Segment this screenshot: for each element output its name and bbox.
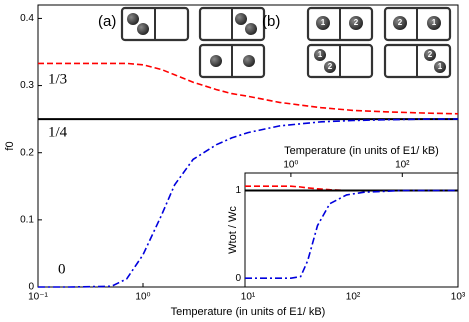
annotation: 1/4 (48, 124, 68, 140)
x-tick-label: 10³ (451, 292, 466, 303)
y-axis-label: f0 (4, 141, 16, 150)
ball-label: 2 (428, 50, 433, 59)
ball-label: 1 (432, 18, 437, 27)
ball-label: 1 (321, 18, 326, 27)
x-tick-label: 10¹ (241, 292, 256, 303)
panel-label: (b) (262, 13, 280, 30)
ball (243, 55, 255, 67)
y-tick-label: 0.1 (20, 214, 34, 225)
ball (210, 55, 222, 67)
ball-label: 1 (318, 50, 323, 59)
ball-label: 2 (398, 18, 403, 27)
series-line (38, 62, 459, 115)
inset-plot: 10⁰ 10² 0 1 Temperature (in units of E1/ kB)… (227, 145, 459, 288)
y-tick-label: 1 (235, 185, 241, 196)
x-tick-label: 10⁰ (283, 160, 298, 171)
ball (235, 13, 247, 25)
ball-label: 2 (354, 18, 359, 27)
y-tick-label: 0.2 (20, 147, 34, 158)
ball (127, 13, 139, 25)
series-line (245, 189, 458, 279)
y-tick-label: 0.3 (20, 80, 34, 91)
x-tick-label: 10² (346, 292, 361, 303)
series-line (38, 118, 458, 288)
x-tick-label: 10² (395, 160, 410, 171)
y-axis-label: Wtot / Wc (227, 206, 239, 254)
annotation: 0 (58, 261, 66, 277)
ball (245, 23, 257, 35)
ball (137, 23, 149, 35)
y-tick-label: 0 (28, 282, 34, 293)
y-tick-label: 0.4 (20, 13, 34, 24)
x-tick-label: 10⁻¹ (28, 292, 48, 303)
ball-label: 1 (438, 62, 443, 71)
x-tick-label: 10⁰ (135, 292, 150, 303)
annotation: 1/3 (48, 71, 67, 87)
x-axis-label: Temperature (in units of E1/ kB) (284, 145, 439, 157)
diagram: (a) (b) 1 2 2 1 1 2 2 1 (98, 6, 452, 79)
ball-label: 2 (328, 62, 333, 71)
plot-area (244, 172, 459, 288)
y-tick-label: 0 (235, 273, 241, 284)
panel-label: (a) (98, 13, 116, 30)
x-axis-label: Temperature (in units of E1/ kB) (171, 306, 326, 318)
